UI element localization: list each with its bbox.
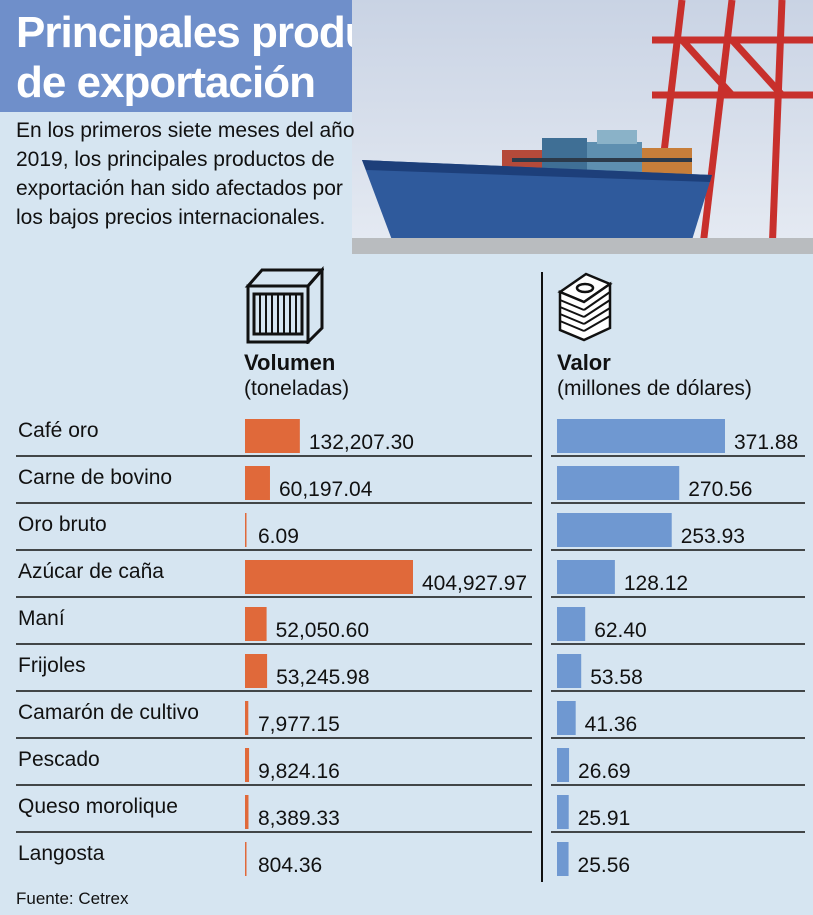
data-label-value: 53.58: [590, 666, 643, 689]
category-label: Maní: [18, 607, 65, 630]
bar-value: [557, 466, 680, 500]
data-label-value: 253.93: [681, 525, 745, 548]
bar-volume: [245, 748, 250, 782]
bar-volume: [245, 466, 270, 500]
bar-value: [557, 419, 725, 453]
bar-value: [557, 701, 576, 735]
bar-volume: [245, 795, 249, 829]
data-label-value: 25.56: [578, 854, 631, 877]
data-label-value: 41.36: [585, 713, 638, 736]
value-column-header: Valor (millones de dólares): [557, 350, 752, 402]
category-label: Pescado: [18, 748, 100, 771]
bar-volume: [245, 560, 413, 594]
bar-value: [557, 748, 570, 782]
money-stack-icon: [557, 272, 613, 342]
volume-column-header: Volumen (toneladas): [244, 350, 349, 402]
data-label-volume: 7,977.15: [258, 713, 340, 736]
data-label-volume: 9,824.16: [258, 760, 340, 783]
bar-value: [557, 842, 569, 876]
category-label: Oro bruto: [18, 513, 107, 536]
data-label-volume: 6.09: [258, 525, 299, 548]
bar-value: [557, 607, 586, 641]
data-label-value: 371.88: [734, 431, 798, 454]
value-unit: (millones de dólares): [557, 377, 752, 400]
bar-volume: [245, 419, 300, 453]
title-line-2: de exportación: [16, 58, 316, 107]
container-icon: [244, 266, 324, 344]
source-note: Fuente: Cetrex: [16, 889, 129, 908]
category-label: Café oro: [18, 419, 99, 442]
data-label-volume: 60,197.04: [279, 478, 373, 501]
category-label: Langosta: [18, 842, 105, 865]
volume-title: Volumen: [244, 350, 336, 375]
data-label-volume: 52,050.60: [276, 619, 369, 642]
data-label-value: 270.56: [688, 478, 752, 501]
column-divider: [541, 272, 543, 882]
bar-value: [557, 513, 672, 547]
category-label: Azúcar de caña: [18, 560, 164, 583]
data-label-value: 26.69: [578, 760, 631, 783]
cargo-ship-photo: [352, 0, 813, 254]
category-label: Camarón de cultivo: [18, 701, 199, 724]
subtitle: En los primeros siete meses del año 2019…: [16, 119, 355, 229]
data-label-volume: 804.36: [258, 854, 322, 877]
data-label-volume: 53,245.98: [276, 666, 369, 689]
volume-unit: (toneladas): [244, 377, 350, 400]
bar-volume: [245, 654, 268, 688]
category-label: Carne de bovino: [18, 466, 172, 489]
data-label-value: 62.40: [594, 619, 647, 642]
data-label-value: 25.91: [578, 807, 631, 830]
bar-volume: [245, 513, 247, 547]
bar-volume: [245, 607, 267, 641]
category-label: Frijoles: [18, 654, 86, 677]
data-label-volume: 132,207.30: [309, 431, 414, 454]
data-label-volume: 8,389.33: [258, 807, 340, 830]
bar-volume: [245, 701, 249, 735]
bar-volume: [245, 842, 247, 876]
data-label-volume: 404,927.97: [422, 572, 527, 595]
bar-value: [557, 795, 569, 829]
bar-value: [557, 654, 582, 688]
bar-value: [557, 560, 615, 594]
category-label: Queso morolique: [18, 795, 178, 818]
data-label-value: 128.12: [624, 572, 688, 595]
value-title: Valor: [557, 350, 611, 375]
